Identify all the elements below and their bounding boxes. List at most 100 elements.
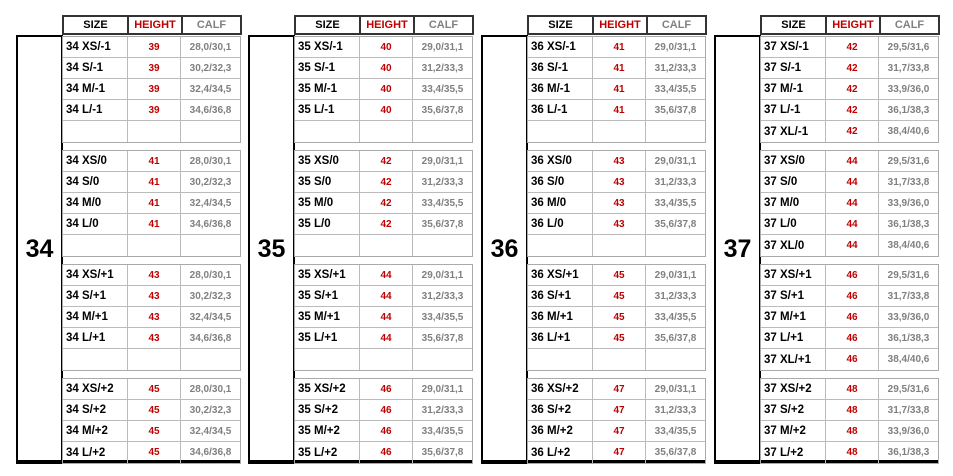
header-height: HEIGHT [827, 17, 881, 33]
size-cell: 35 M/+1 [295, 307, 360, 327]
table-row: 35 M/-1 40 33,4/35,5 [295, 79, 472, 100]
height-cell: 44 [826, 172, 879, 192]
size-group: 37 XS/+1 46 29,5/31,6 37 S/+1 46 31,7/33… [760, 264, 939, 371]
height-cell [128, 349, 181, 370]
height-cell: 48 [826, 442, 879, 463]
height-cell: 45 [593, 286, 646, 306]
calf-cell: 31,2/33,3 [654, 290, 697, 302]
height-cell: 44 [360, 307, 413, 327]
height-cell: 42 [826, 79, 879, 99]
table-row: 36 XS/+2 47 29,0/31,1 [528, 379, 705, 400]
calf-cell: 33,4/35,5 [654, 83, 697, 95]
size-panel-37: SIZE HEIGHT CALF 37 37 XS/-1 42 29,5/31,… [698, 0, 940, 476]
table-row [63, 121, 240, 142]
size-cell: 36 XS/+1 [528, 265, 593, 285]
table-row [295, 121, 472, 142]
calf-cell: 30,2/32,3 [189, 290, 232, 302]
calf-cell: 29,0/31,1 [421, 155, 464, 167]
size-cell: 35 XS/+2 [295, 379, 360, 399]
size-cell: 37 L/+2 [761, 442, 826, 463]
height-cell: 43 [128, 286, 181, 306]
size-cell: 37 M/0 [761, 193, 826, 213]
size-cell: 34 XS/+2 [63, 379, 128, 399]
size-cell: 34 M/+1 [63, 307, 128, 327]
table-row: 34 L/-1 39 34,6/36,8 [63, 100, 240, 121]
calf-cell: 29,0/31,1 [654, 155, 697, 167]
size-group: 36 XS/+1 45 29,0/31,1 36 S/+1 45 31,2/33… [527, 264, 706, 371]
calf-cell: 38,4/40,6 [887, 126, 930, 137]
size-cell: 37 M/+1 [761, 307, 826, 327]
header-calf: CALF [661, 19, 692, 31]
size-panel-36: SIZE HEIGHT CALF 36 36 XS/-1 41 29,0/31,… [465, 0, 707, 476]
calf-cell: 32,4/34,5 [189, 311, 232, 323]
table-row: 36 XS/0 43 29,0/31,1 [528, 151, 705, 172]
size-cell [528, 349, 593, 370]
calf-cell: 28,0/30,1 [189, 269, 232, 281]
table-row: 36 XS/+1 45 29,0/31,1 [528, 265, 705, 286]
height-cell: 45 [128, 442, 181, 463]
size-cell: 35 L/+1 [295, 328, 360, 348]
table-row: 37 XS/0 44 29,5/31,6 [761, 151, 938, 172]
calf-cell: 38,4/40,6 [887, 354, 930, 365]
header-height: HEIGHT [594, 17, 648, 33]
size-panel-34: SIZE HEIGHT CALF 34 34 XS/-1 39 28,0/30,… [0, 0, 242, 476]
size-cell: 35 M/-1 [295, 79, 360, 99]
table-row: 37 M/0 44 33,9/36,0 [761, 193, 938, 214]
calf-cell: 33,9/36,0 [887, 83, 930, 95]
table-row: 34 L/+2 45 34,6/36,8 [63, 442, 240, 463]
table-row: 34 S/-1 39 30,2/32,3 [63, 58, 240, 79]
table-row: 36 L/0 43 35,6/37,8 [528, 214, 705, 235]
table-row: 37 S/0 44 31,7/33,8 [761, 172, 938, 193]
size-cell: 35 S/+2 [295, 400, 360, 420]
size-cell: 35 L/-1 [295, 100, 360, 120]
height-cell: 44 [826, 193, 879, 213]
height-cell [128, 235, 181, 256]
calf-cell: 29,5/31,6 [887, 41, 930, 53]
size-cell: 36 L/-1 [528, 100, 593, 120]
size-cell: 34 S/+2 [63, 400, 128, 420]
calf-cell: 30,2/32,3 [189, 404, 232, 416]
height-cell: 40 [360, 37, 413, 57]
table-header: SIZE HEIGHT CALF [527, 15, 707, 35]
height-cell: 42 [360, 193, 413, 213]
height-cell: 46 [826, 307, 879, 327]
calf-cell: 31,2/33,3 [654, 62, 697, 74]
table-row [528, 235, 705, 256]
calf-cell: 29,0/31,1 [421, 383, 464, 395]
height-cell: 42 [360, 172, 413, 192]
calf-cell [646, 349, 705, 370]
height-cell: 42 [826, 37, 879, 57]
height-cell: 48 [826, 400, 879, 420]
calf-cell: 33,4/35,5 [421, 311, 464, 323]
calf-cell: 32,4/34,5 [189, 83, 232, 95]
size-cell: 34 XS/0 [63, 151, 128, 171]
size-cell: 36 S/+1 [528, 286, 593, 306]
size-cell: 35 S/+1 [295, 286, 360, 306]
size-cell: 34 S/-1 [63, 58, 128, 78]
calf-cell: 36,1/38,3 [887, 104, 930, 116]
height-cell: 39 [128, 100, 181, 120]
size-cell: 36 S/0 [528, 172, 593, 192]
calf-cell: 33,4/35,5 [654, 197, 697, 209]
height-cell [360, 121, 413, 142]
height-cell [593, 235, 646, 256]
calf-cell: 36,1/38,3 [887, 332, 930, 344]
table-row: 36 M/0 43 33,4/35,5 [528, 193, 705, 214]
size-cell: 35 XS/0 [295, 151, 360, 171]
size-group: 34 XS/+2 45 28,0/30,1 34 S/+2 45 30,2/32… [62, 378, 241, 464]
size-cell: 36 L/0 [528, 214, 593, 234]
calf-cell: 31,2/33,3 [421, 290, 464, 302]
table-row: 36 L/-1 41 35,6/37,8 [528, 100, 705, 121]
calf-cell: 31,2/33,3 [421, 62, 464, 74]
calf-cell: 33,4/35,5 [654, 425, 697, 437]
size-cell: 37 XS/+1 [761, 265, 826, 285]
height-cell: 43 [128, 328, 181, 348]
height-cell: 41 [593, 58, 646, 78]
header-height: HEIGHT [129, 17, 183, 33]
table-row: 37 L/+1 46 36,1/38,3 [761, 328, 938, 349]
calf-cell: 29,0/31,1 [654, 269, 697, 281]
height-cell [128, 121, 181, 142]
calf-cell: 34,6/36,8 [189, 218, 232, 230]
size-cell: 35 M/+2 [295, 421, 360, 441]
size-cell: 36 S/+2 [528, 400, 593, 420]
